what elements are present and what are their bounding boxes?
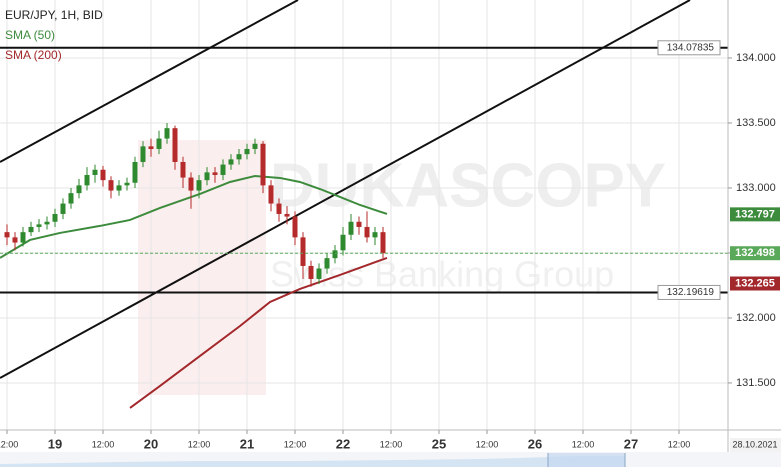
candle-body bbox=[252, 143, 258, 149]
legend-entry: SMA (200) bbox=[5, 48, 62, 62]
candle-body bbox=[60, 203, 66, 214]
candle-body bbox=[124, 182, 130, 186]
x-tick-label: 12:00 bbox=[572, 439, 595, 449]
candle-body bbox=[268, 185, 274, 204]
x-tick-label: 19 bbox=[48, 436, 62, 451]
x-tick-label: 25 bbox=[432, 436, 446, 451]
x-tick-label: 20 bbox=[144, 436, 158, 451]
x-tick-label: 12:00 bbox=[92, 439, 115, 449]
candle-body bbox=[292, 216, 298, 238]
sma-badge: 132.265 bbox=[735, 277, 775, 289]
candle-body bbox=[348, 221, 354, 235]
candle-body bbox=[300, 237, 306, 266]
chart-title: EUR/JPY, 1H, BID bbox=[5, 8, 103, 22]
candle-body bbox=[44, 221, 50, 225]
navigator-area bbox=[0, 456, 625, 467]
candle-body bbox=[4, 232, 10, 238]
price-badge-bg bbox=[730, 246, 780, 261]
y-tick-label: 134.000 bbox=[736, 52, 776, 64]
candle-body bbox=[92, 169, 98, 175]
x-tick-label: 22 bbox=[336, 436, 350, 451]
level-label-bg bbox=[657, 40, 721, 56]
x-tick-label: 12:00 bbox=[476, 439, 499, 449]
date-marker-bg bbox=[730, 438, 781, 452]
x-tick-label: 12:00 bbox=[668, 439, 691, 449]
sma-line bbox=[0, 174, 388, 259]
candle-body bbox=[28, 226, 34, 233]
x-tick-label: 27 bbox=[624, 436, 638, 451]
candle-body bbox=[332, 250, 338, 259]
legend: EUR/JPY, 1H, BID SMA (50) SMA (200) bbox=[5, 8, 103, 62]
candle-body bbox=[228, 159, 234, 165]
candle-body bbox=[100, 169, 106, 181]
plot: 134.07835 132.19619 bbox=[0, 0, 728, 409]
watermark-text: DUKASCOPY bbox=[270, 151, 666, 220]
candle-body bbox=[188, 177, 194, 191]
price-badge: 132.498 bbox=[735, 247, 775, 259]
candle-body bbox=[324, 258, 330, 269]
candle-body bbox=[68, 193, 74, 204]
y-tick-label: 131.500 bbox=[736, 377, 776, 389]
candle-body bbox=[372, 232, 378, 238]
candle-body bbox=[244, 148, 250, 155]
x-tick-label: 12:00 bbox=[284, 439, 307, 449]
candle-body bbox=[364, 226, 370, 238]
x-tick-label: 21 bbox=[240, 436, 254, 451]
navigator bbox=[0, 452, 781, 467]
candle-body bbox=[356, 221, 362, 227]
candle-body bbox=[76, 185, 82, 194]
candle-body bbox=[20, 232, 26, 243]
candle-body bbox=[284, 213, 290, 217]
trend-line bbox=[0, 0, 691, 379]
candle-body bbox=[108, 180, 114, 191]
level-label-bg bbox=[657, 284, 721, 300]
axes: 134.000133.500133.000132.500132.000131.5… bbox=[0, 52, 781, 452]
sma-line bbox=[129, 256, 388, 409]
x-tick-label: 26 bbox=[528, 436, 542, 451]
y-tick-label: 133.000 bbox=[736, 182, 776, 194]
level-label: 134.07835 bbox=[667, 42, 715, 53]
y-tick-label: 133.500 bbox=[736, 117, 776, 129]
candle-body bbox=[380, 232, 386, 254]
candle-body bbox=[236, 154, 242, 160]
candle-body bbox=[220, 164, 226, 175]
candle-body bbox=[276, 203, 282, 214]
candle-body bbox=[52, 213, 58, 222]
date-marker: 28.10.2021 bbox=[732, 439, 777, 449]
level-label: 132.19619 bbox=[667, 287, 715, 298]
sma-badge-bg bbox=[730, 276, 780, 291]
trend-line bbox=[0, 0, 299, 163]
sma-badge-bg bbox=[730, 207, 780, 222]
candle-body bbox=[180, 161, 186, 178]
candle-body bbox=[212, 172, 218, 175]
watermark-subtext: Swiss Banking Group bbox=[270, 254, 614, 295]
candle-body bbox=[196, 180, 202, 191]
candle-body bbox=[340, 234, 346, 251]
candle-body bbox=[260, 143, 266, 186]
sma-badge: 132.797 bbox=[735, 208, 775, 220]
y-tick-label: 132.000 bbox=[736, 312, 776, 324]
candle-body bbox=[156, 138, 162, 149]
candle-body bbox=[116, 185, 122, 191]
candle-body bbox=[36, 224, 42, 227]
x-tick-label: 12:00 bbox=[0, 439, 18, 449]
candle-body bbox=[164, 128, 170, 139]
candle-body bbox=[172, 128, 178, 162]
x-tick-label: 12:00 bbox=[380, 439, 403, 449]
candle-body bbox=[84, 174, 90, 186]
candle-body bbox=[204, 172, 210, 181]
candle-body bbox=[132, 161, 138, 183]
candle-body bbox=[140, 146, 146, 162]
candle-body bbox=[148, 146, 154, 149]
navigator-window[interactable] bbox=[548, 453, 625, 467]
x-tick-label: 12:00 bbox=[188, 439, 211, 449]
candle-body bbox=[316, 268, 322, 279]
legend-entry: SMA (50) bbox=[5, 28, 55, 42]
candle-body bbox=[12, 237, 18, 243]
candle-body bbox=[308, 265, 314, 279]
